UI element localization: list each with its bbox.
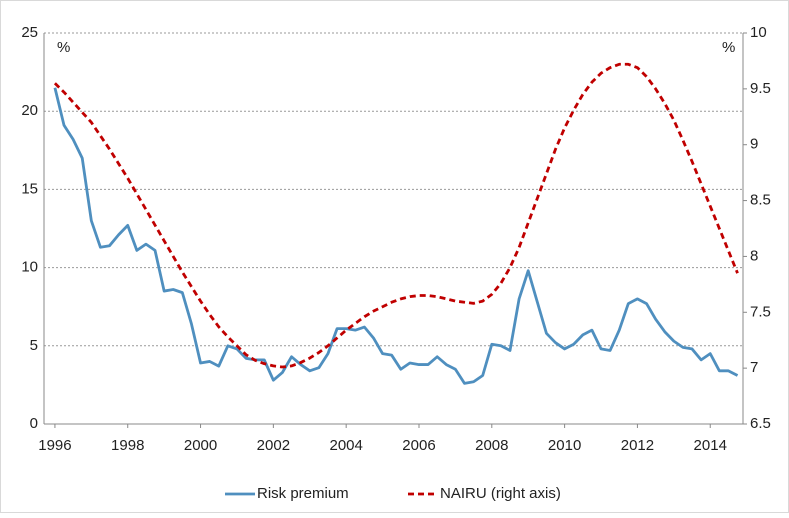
- x-tick-label: 1996: [38, 437, 71, 454]
- x-tick-label: 2008: [475, 437, 508, 454]
- y2-tick-label: 9: [750, 136, 758, 153]
- y2-tick-label: 8: [750, 247, 758, 264]
- y2-tick-label: 7.5: [750, 303, 771, 320]
- x-tick-label: 2000: [184, 437, 217, 454]
- y2-axis-label: %: [722, 39, 735, 56]
- x-tick-label: 2014: [694, 437, 727, 454]
- y2-tick-label: 6.5: [750, 415, 771, 432]
- y-tick-label: 0: [30, 415, 38, 432]
- x-tick-label: 2002: [257, 437, 290, 454]
- y2-tick-label: 8.5: [750, 192, 771, 209]
- legend-label: NAIRU (right axis): [440, 485, 561, 502]
- y-tick-label: 25: [21, 24, 38, 41]
- y-tick-label: 20: [21, 102, 38, 119]
- legend-label: Risk premium: [257, 485, 349, 502]
- y-tick-label: 10: [21, 259, 38, 276]
- x-tick-label: 1998: [111, 437, 144, 454]
- x-tick-label: 2006: [402, 437, 435, 454]
- y-tick-label: 5: [30, 337, 38, 354]
- y2-tick-label: 7: [750, 359, 758, 376]
- y-tick-label: 15: [21, 180, 38, 197]
- x-tick-label: 2012: [621, 437, 654, 454]
- x-tick-label: 2004: [329, 437, 362, 454]
- x-tick-label: 2010: [548, 437, 581, 454]
- y2-tick-label: 9.5: [750, 80, 771, 97]
- y-axis-label: %: [57, 39, 70, 56]
- y2-tick-label: 10: [750, 24, 767, 41]
- series-line: [53, 87, 739, 385]
- series-line: [53, 62, 739, 369]
